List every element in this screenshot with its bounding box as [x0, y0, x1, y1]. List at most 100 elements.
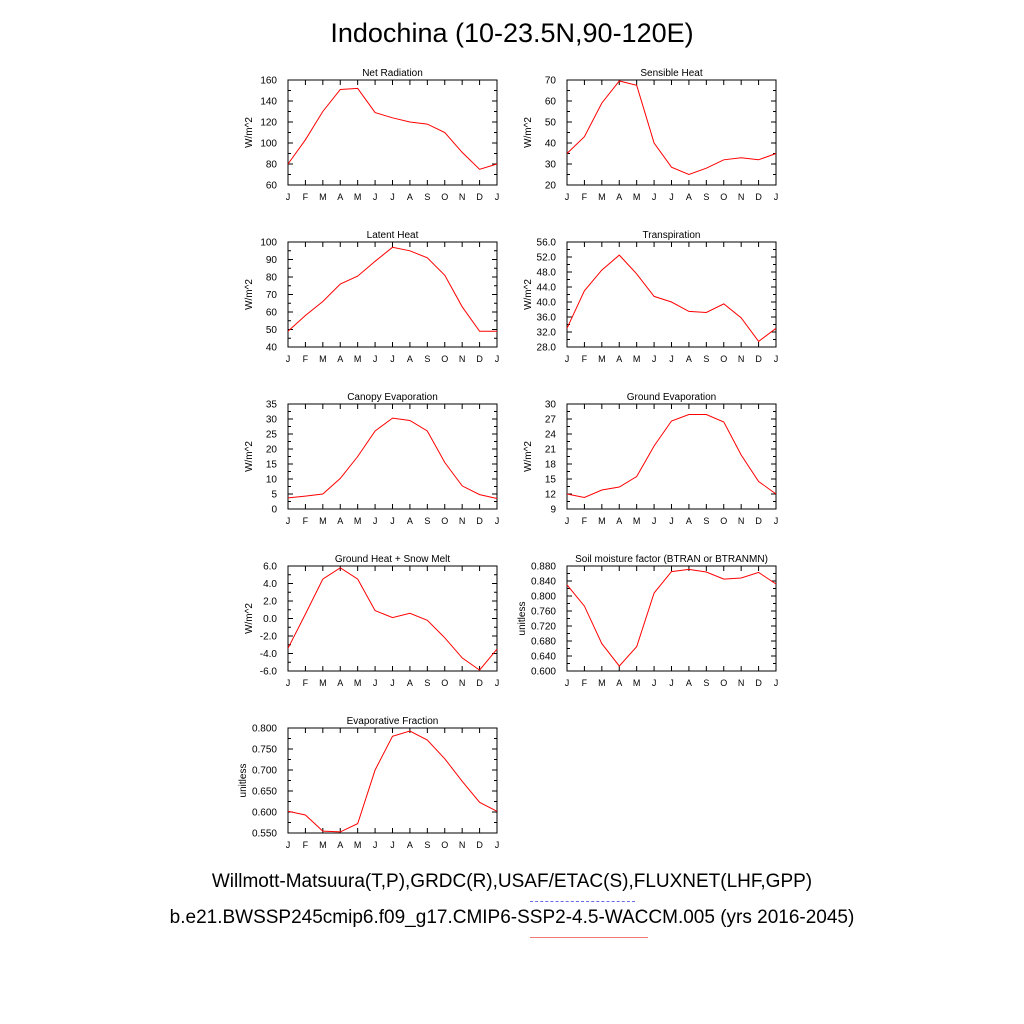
- case-legend-line: [530, 937, 648, 938]
- x-tick-label: D: [755, 354, 762, 364]
- x-tick-label: J: [669, 354, 674, 364]
- x-tick-label: J: [390, 354, 395, 364]
- x-tick-label: M: [354, 678, 362, 688]
- y-tick-label: 20: [545, 181, 557, 192]
- y-tick-label: 30: [266, 415, 278, 426]
- x-tick-label: S: [703, 192, 709, 202]
- x-tick-label: J: [286, 678, 291, 688]
- x-tick-label: D: [476, 516, 483, 526]
- series-line: [287, 417, 498, 499]
- panel-title: Ground Heat + Snow Melt: [335, 554, 451, 565]
- y-axis-label: W/m^2: [244, 117, 255, 148]
- y-tick-label: 0: [271, 505, 277, 516]
- x-tick-label: J: [565, 516, 570, 526]
- y-tick-label: -6.0: [260, 667, 278, 678]
- y-tick-label: 60: [266, 308, 278, 319]
- y-axis-label: W/m^2: [244, 603, 255, 634]
- y-tick-label: 44.0: [537, 283, 557, 294]
- x-tick-label: M: [319, 840, 327, 850]
- y-tick-label: 100: [260, 238, 277, 249]
- x-tick-label: F: [303, 354, 309, 364]
- x-tick-label: J: [652, 678, 657, 688]
- y-tick-label: 15: [266, 460, 278, 471]
- x-tick-label: M: [633, 354, 641, 364]
- x-tick-label: A: [616, 192, 622, 202]
- y-tick-label: 140: [260, 97, 277, 108]
- x-tick-label: J: [669, 516, 674, 526]
- panel-title: Evaporative Fraction: [347, 716, 439, 727]
- x-tick-label: J: [495, 354, 500, 364]
- x-tick-label: N: [459, 840, 466, 850]
- x-tick-label: F: [582, 354, 588, 364]
- x-tick-label: O: [441, 354, 448, 364]
- x-tick-label: F: [582, 192, 588, 202]
- y-tick-label: 0.0: [263, 614, 277, 625]
- x-tick-label: O: [441, 678, 448, 688]
- x-tick-label: F: [303, 840, 309, 850]
- panel-title: Transpiration: [643, 230, 701, 241]
- y-tick-label: 0.760: [531, 607, 556, 618]
- x-tick-label: J: [286, 354, 291, 364]
- y-tick-label: 70: [266, 290, 278, 301]
- x-tick-label: S: [424, 516, 430, 526]
- x-tick-label: A: [686, 516, 692, 526]
- series-line: [566, 568, 777, 667]
- series-line: [287, 567, 498, 671]
- x-tick-label: N: [459, 678, 466, 688]
- x-tick-label: M: [598, 516, 606, 526]
- x-tick-label: M: [354, 192, 362, 202]
- x-tick-label: M: [598, 678, 606, 688]
- x-tick-label: J: [565, 354, 570, 364]
- y-tick-label: 0.550: [252, 829, 277, 840]
- y-tick-label: 90: [266, 255, 278, 266]
- x-tick-label: M: [319, 678, 327, 688]
- x-tick-label: F: [303, 192, 309, 202]
- x-tick-label: J: [390, 840, 395, 850]
- x-tick-label: M: [598, 192, 606, 202]
- y-tick-label: 40: [545, 139, 557, 150]
- x-tick-label: J: [495, 516, 500, 526]
- x-tick-label: J: [373, 678, 378, 688]
- x-tick-label: J: [774, 516, 779, 526]
- x-tick-label: J: [495, 678, 500, 688]
- panel-title: Net Radiation: [362, 68, 423, 79]
- y-tick-label: 80: [266, 273, 278, 284]
- y-axis-label: W/m^2: [523, 441, 534, 472]
- x-tick-label: O: [720, 354, 727, 364]
- y-tick-label: 12: [545, 490, 557, 501]
- x-tick-label: J: [286, 840, 291, 850]
- y-tick-label: 9: [550, 505, 556, 516]
- y-tick-label: 56.0: [537, 238, 557, 249]
- y-tick-label: 0.750: [252, 745, 277, 756]
- y-tick-label: 30: [545, 400, 557, 411]
- series-line: [566, 414, 777, 499]
- x-tick-label: J: [652, 516, 657, 526]
- x-tick-label: J: [669, 678, 674, 688]
- x-tick-label: J: [495, 840, 500, 850]
- y-tick-label: 0.800: [252, 724, 277, 735]
- x-tick-label: O: [720, 192, 727, 202]
- y-tick-label: 21: [545, 445, 557, 456]
- y-tick-label: 10: [266, 475, 278, 486]
- x-tick-label: A: [337, 516, 343, 526]
- y-tick-label: 32.0: [537, 328, 557, 339]
- y-tick-label: 28.0: [537, 343, 557, 354]
- x-tick-label: A: [686, 354, 692, 364]
- y-tick-label: 0.880: [531, 562, 556, 573]
- x-tick-label: F: [582, 516, 588, 526]
- panel-title: Sensible Heat: [640, 68, 702, 79]
- y-tick-label: 4.0: [263, 579, 277, 590]
- y-tick-label: 50: [545, 118, 557, 129]
- x-tick-label: A: [407, 354, 413, 364]
- y-tick-label: 48.0: [537, 268, 557, 279]
- y-axis-label: W/m^2: [244, 279, 255, 310]
- y-tick-label: 100: [260, 139, 277, 150]
- x-tick-label: J: [286, 192, 291, 202]
- x-tick-label: M: [319, 516, 327, 526]
- x-tick-label: O: [720, 678, 727, 688]
